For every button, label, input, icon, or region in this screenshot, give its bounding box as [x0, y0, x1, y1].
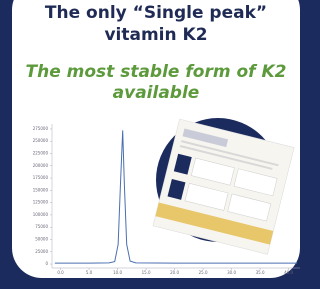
x-tick-label: 30.0 [227, 270, 236, 275]
y-tick-label: 75000 [35, 224, 48, 229]
y-tick-label: 0 [45, 261, 48, 266]
y-tick-label: 50000 [35, 236, 48, 241]
y-tick-label: 175000 [33, 175, 49, 180]
y-tick-label: 225000 [33, 150, 49, 155]
x-tick-label: 10.0 [113, 270, 122, 275]
y-tick-label: 250000 [33, 138, 49, 143]
y-tick-label: 275000 [33, 126, 49, 131]
y-tick-label: 125000 [33, 200, 49, 205]
y-tick-label: 150000 [33, 187, 49, 192]
y-tick-label: 25000 [35, 249, 48, 254]
x-tick-label: 35.0 [256, 270, 265, 275]
x-tick-label: 0.0 [57, 270, 64, 275]
x-tick-label: 40.0 [284, 270, 293, 275]
page: {"header": {"title": "The only “Single p… [0, 0, 312, 289]
brochure [153, 118, 294, 254]
x-tick-label: 20.0 [170, 270, 179, 275]
chromatogram: 0 25000 50000 75000 100000 125000 150000 175000… [0, 0, 312, 289]
x-tick-label: 15.0 [142, 270, 151, 275]
y-tick-label: 200000 [33, 163, 49, 168]
y-tick-label: 100000 [33, 212, 49, 217]
x-tick-label: 5.0 [86, 270, 93, 275]
x-tick-label: 25.0 [199, 270, 208, 275]
